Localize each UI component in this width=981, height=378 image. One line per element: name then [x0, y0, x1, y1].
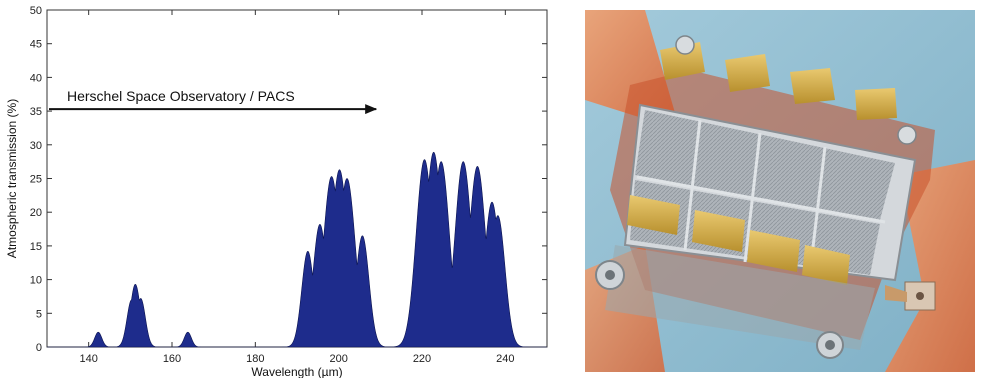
x-tick-label: 180 — [246, 353, 264, 365]
transmission-fill — [47, 151, 547, 348]
y-tick-label: 45 — [30, 39, 42, 51]
y-tick-label: 20 — [30, 207, 42, 219]
y-tick-label: 25 — [30, 174, 42, 186]
x-tick-label: 160 — [163, 353, 181, 365]
y-tick-label: 0 — [36, 342, 42, 354]
y-tick-label: 5 — [36, 308, 42, 320]
y-tick-label: 40 — [30, 72, 42, 84]
y-tick-label: 35 — [30, 106, 42, 118]
detector-photo — [585, 10, 975, 372]
annotation: Herschel Space Observatory / PACS — [49, 88, 378, 115]
x-tick-label: 240 — [496, 353, 514, 365]
detector-array-image — [585, 10, 975, 372]
transmission-chart: 140 160 180 200 220 240 0 5 10 15 20 25 30 35 40 45 50 H… — [5, 5, 548, 378]
y-tick-label: 15 — [30, 241, 42, 253]
y-tick-label: 10 — [30, 275, 42, 287]
x-tick-label: 200 — [329, 353, 347, 365]
x-tick-label: 140 — [79, 353, 97, 365]
x-tick-label: 220 — [413, 353, 431, 365]
y-tick-label: 30 — [30, 140, 42, 152]
transmission-area — [47, 151, 547, 348]
x-axis-label: Wavelength (µm) — [251, 365, 342, 378]
y-axis-label: Atmospheric transmission (%) — [5, 99, 19, 258]
annotation-text: Herschel Space Observatory / PACS — [67, 88, 295, 104]
y-tick-label: 50 — [30, 5, 42, 17]
